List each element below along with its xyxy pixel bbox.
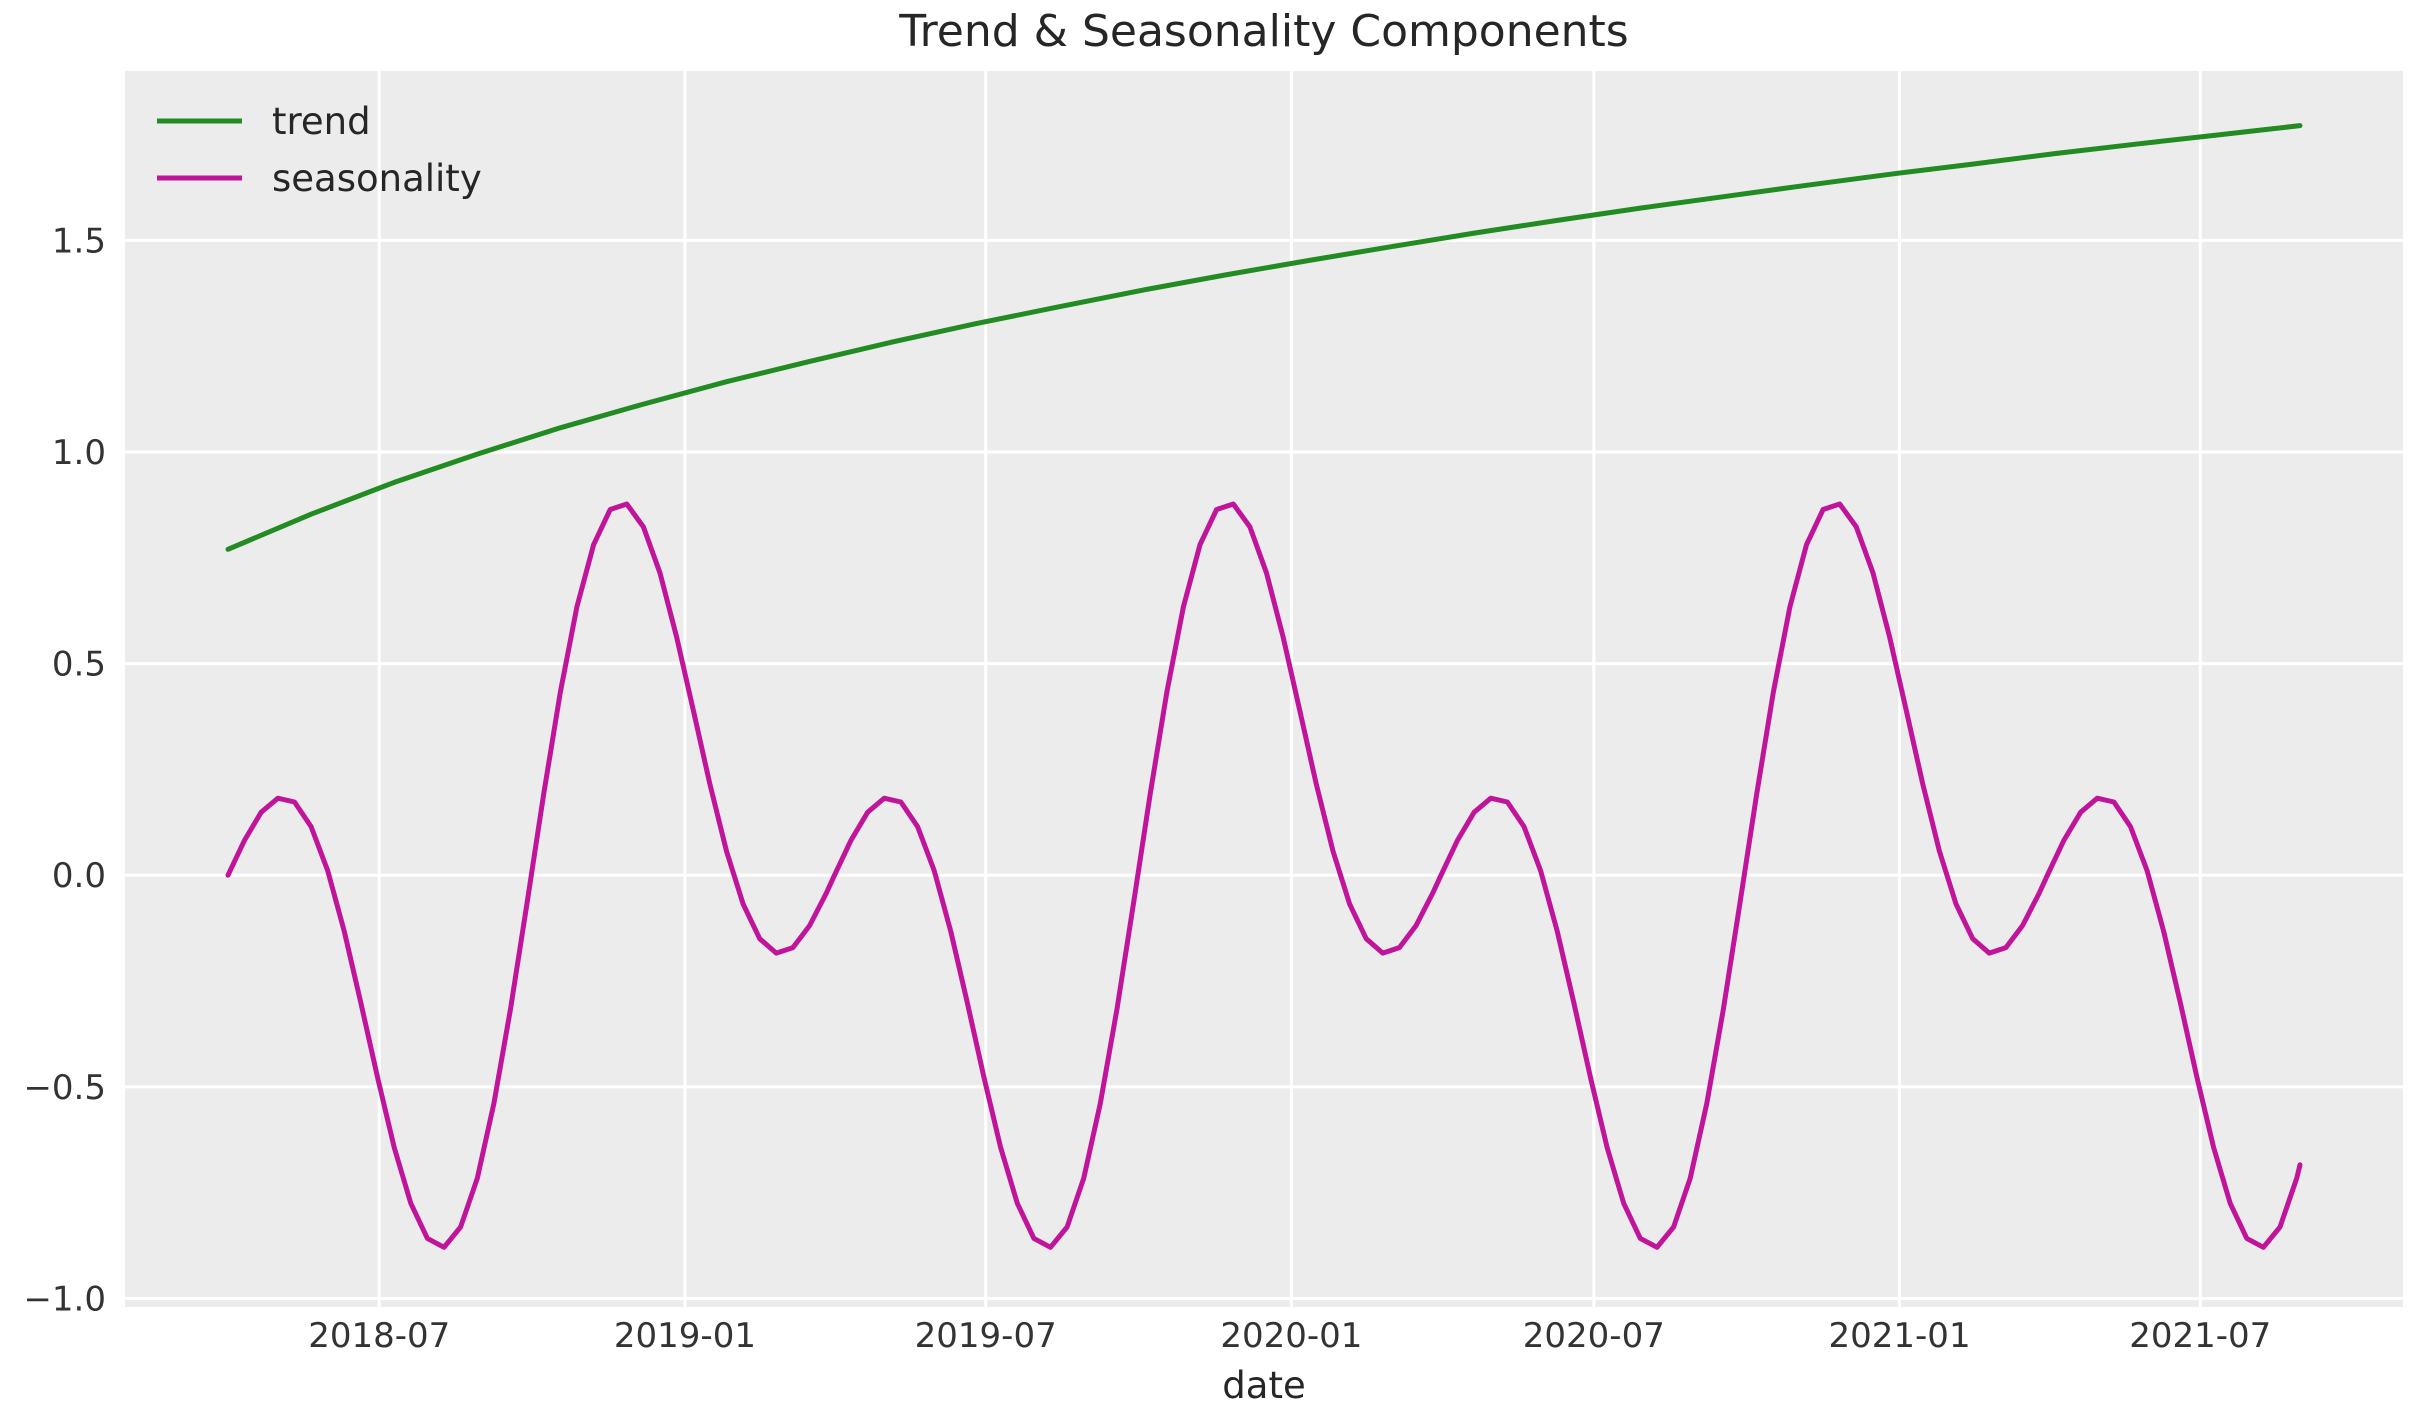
y-tick-label: 0.5 [52,645,106,685]
y-tick-label: −1.0 [23,1280,106,1320]
y-tick-label: 1.5 [52,221,106,261]
chart-title: Trend & Seasonality Components [898,6,1628,57]
x-tick-label: 2021-07 [2129,1316,2271,1356]
y-tick-label: 0.0 [52,856,106,896]
legend-label-seasonality: seasonality [272,157,482,200]
seasonality-line [225,501,2303,1250]
legend-label-trend: trend [272,100,371,143]
x-tick-labels: 2018-07 2019-01 2019-07 2020-01 2020-07 2021-… [308,1316,2271,1356]
x-tick-label: 2020-07 [1523,1316,1665,1356]
y-tick-label: 1.0 [52,433,106,473]
x-tick-label: 2021-01 [1829,1316,1971,1356]
trend-line [225,123,2303,552]
x-tick-label: 2020-01 [1220,1316,1362,1356]
y-tick-labels: 1.5 1.0 0.5 0.0 −0.5 −1.0 [23,221,106,1319]
legend: trend seasonality [157,100,482,200]
x-tick-label: 2018-07 [308,1316,450,1356]
axes-background [125,71,2403,1307]
data-series [225,123,2303,1250]
x-tick-label: 2019-07 [915,1316,1057,1356]
x-axis-label: date [1222,1364,1305,1407]
x-tick-label: 2019-01 [614,1316,756,1356]
y-tick-label: −0.5 [23,1068,106,1108]
